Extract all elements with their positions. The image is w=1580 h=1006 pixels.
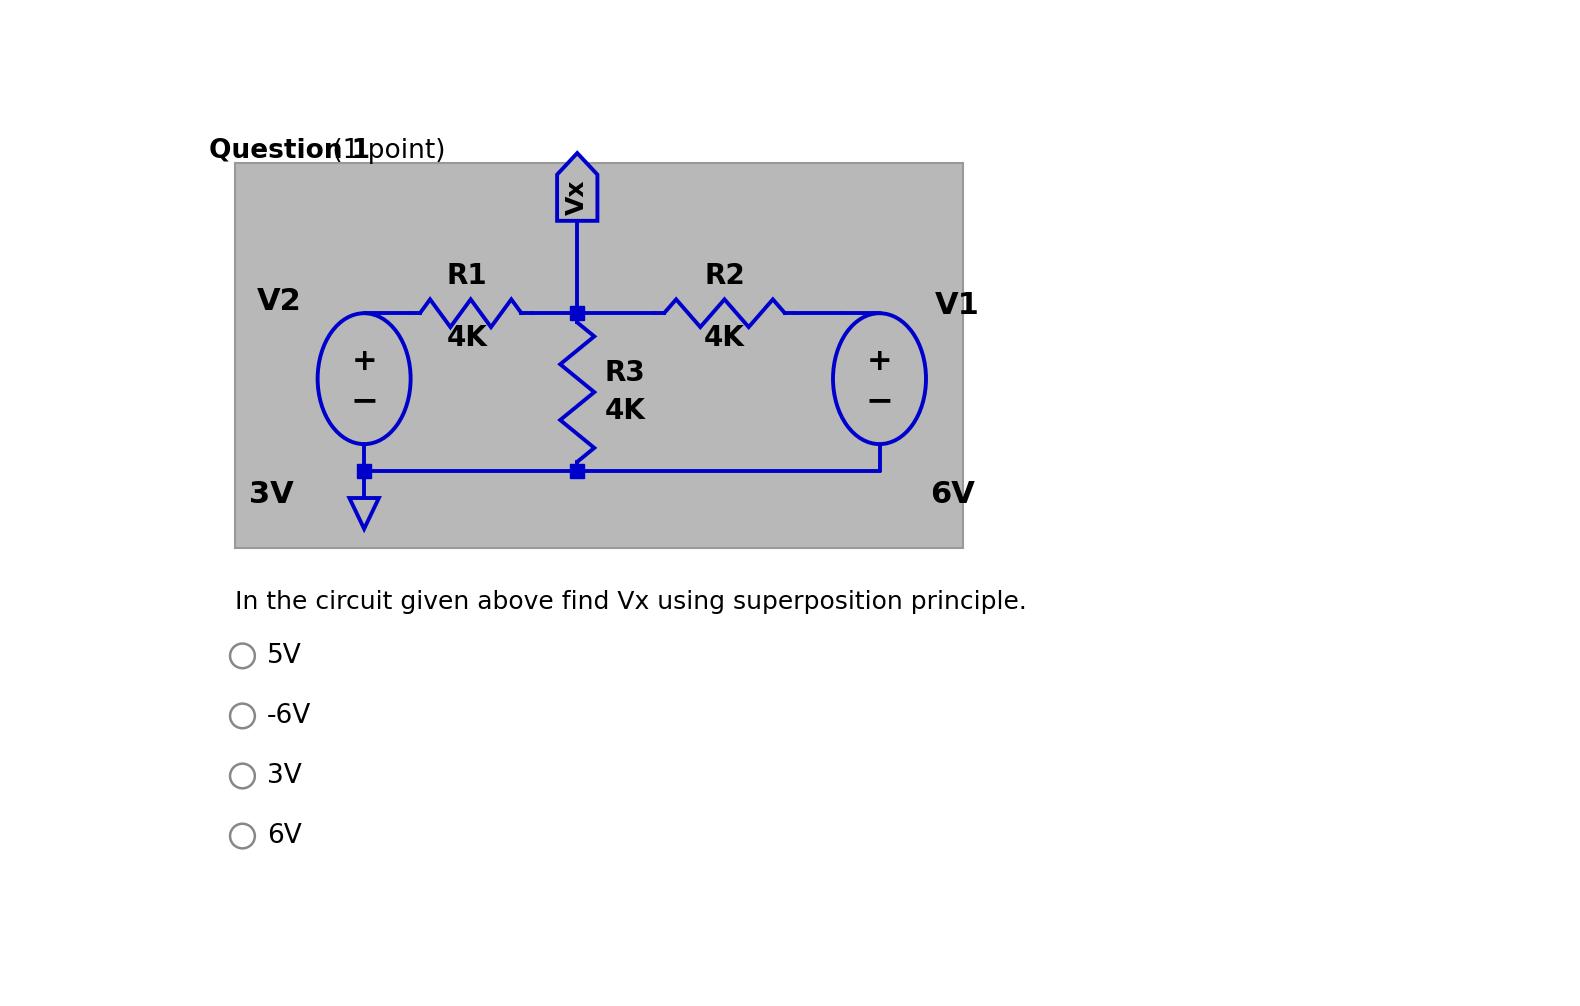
Text: +: + [351, 347, 378, 376]
Text: R1: R1 [447, 263, 487, 291]
Text: Vx: Vx [566, 180, 589, 215]
Text: 3V: 3V [248, 480, 294, 509]
Text: −: − [866, 383, 894, 416]
Text: 4K: 4K [705, 324, 744, 352]
Text: (1 point): (1 point) [324, 138, 446, 164]
Text: 6V: 6V [931, 480, 975, 509]
Text: 6V: 6V [267, 823, 302, 849]
Text: R3: R3 [605, 359, 645, 387]
Text: In the circuit given above find Vx using superposition principle.: In the circuit given above find Vx using… [235, 591, 1027, 615]
Text: 3V: 3V [267, 763, 302, 789]
FancyBboxPatch shape [235, 163, 964, 548]
Text: −: − [351, 383, 378, 416]
Text: V1: V1 [935, 291, 980, 320]
Polygon shape [558, 153, 597, 221]
Text: Question 1: Question 1 [209, 138, 370, 164]
Text: V2: V2 [256, 287, 302, 316]
Text: 4K: 4K [447, 324, 487, 352]
Text: 4K: 4K [605, 397, 645, 426]
Text: -6V: -6V [267, 703, 311, 729]
Text: R2: R2 [705, 263, 744, 291]
Bar [357, 464, 371, 478]
Text: +: + [867, 347, 893, 376]
Bar [570, 306, 585, 320]
Bar [570, 464, 585, 478]
Text: 5V: 5V [267, 643, 302, 669]
